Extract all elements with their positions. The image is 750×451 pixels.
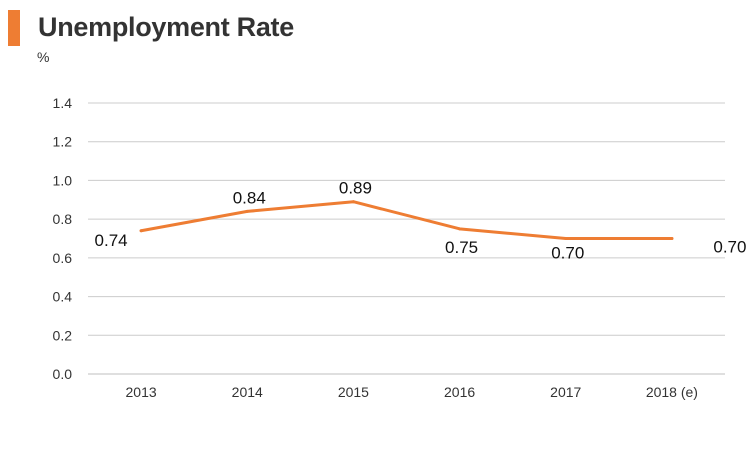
data-point (458, 227, 462, 231)
data-point (139, 229, 143, 233)
x-tick-label: 2017 (550, 384, 581, 400)
data-label: 0.84 (233, 188, 266, 207)
x-tick-label: 2014 (232, 384, 263, 400)
data-label: 0.74 (95, 231, 128, 250)
chart-title: Unemployment Rate (38, 12, 294, 42)
data-label: 0.89 (339, 179, 372, 198)
x-tick-label: 2015 (338, 384, 369, 400)
data-label: 0.70 (551, 244, 584, 263)
y-tick-label: 0.8 (53, 211, 73, 227)
data-point (564, 237, 568, 240)
data-label: 0.70 (713, 238, 746, 257)
data-point (670, 237, 674, 240)
y-tick-label: 0.2 (53, 327, 73, 343)
y-tick-label: 1.0 (53, 172, 73, 188)
x-tick-label: 2018 (e) (646, 384, 698, 400)
title-accent-bar (8, 10, 20, 46)
series-line (139, 200, 674, 240)
y-tick-label: 0.6 (53, 250, 73, 266)
x-tick-label: 2013 (126, 384, 157, 400)
data-point (245, 209, 249, 213)
y-tick-label: 0.4 (53, 289, 73, 305)
unit-label: % (37, 49, 50, 65)
data-label: 0.75 (445, 238, 478, 257)
y-tick-label: 1.4 (53, 95, 73, 111)
y-tick-label: 0.0 (53, 366, 73, 382)
data-point (351, 200, 355, 204)
x-tick-label: 2016 (444, 384, 475, 400)
y-tick-label: 1.2 (53, 134, 73, 150)
